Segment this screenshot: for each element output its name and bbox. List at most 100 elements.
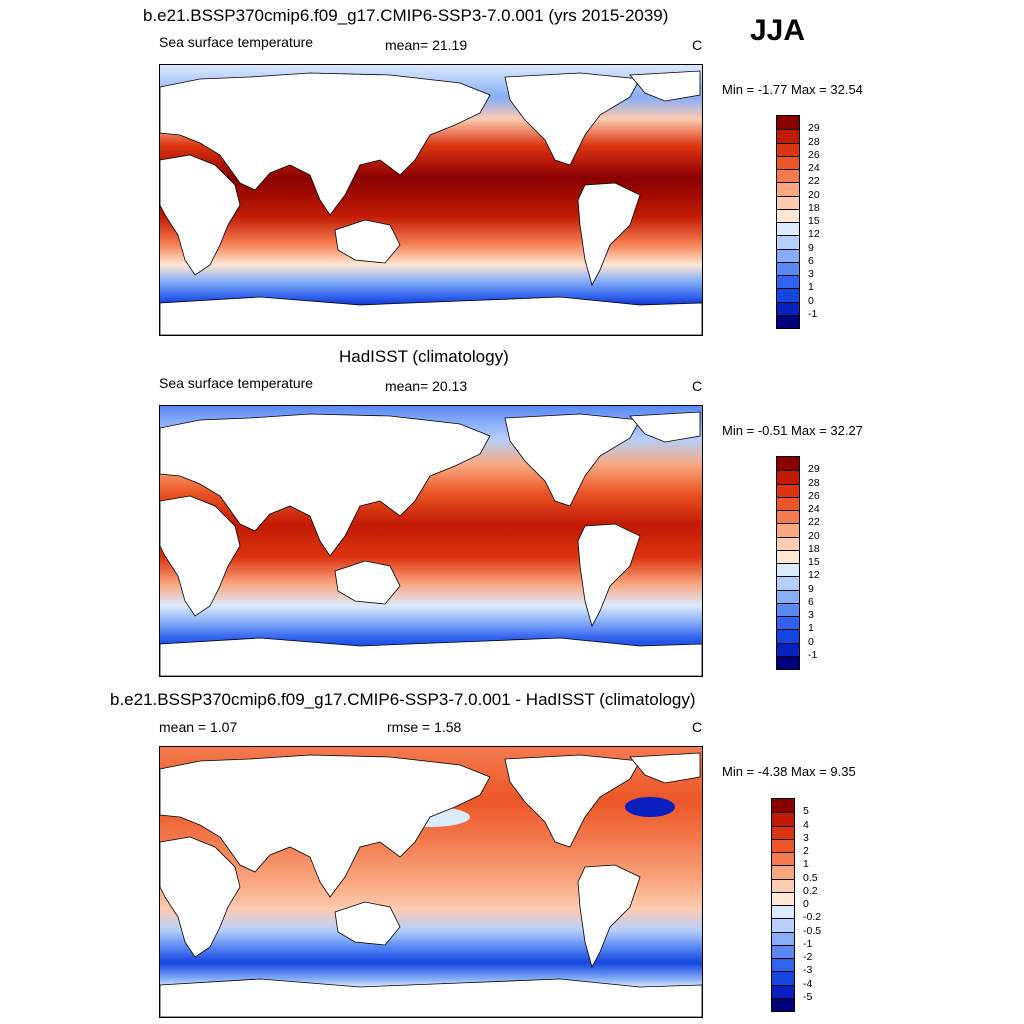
colorbar-tick: 6 bbox=[808, 595, 814, 608]
panel1-variable-label: Sea surface temperature bbox=[159, 34, 314, 50]
panel1-map-svg bbox=[160, 65, 702, 335]
colorbar-tick: -1 bbox=[808, 648, 818, 661]
africa-landmass bbox=[160, 154, 241, 276]
colorbar-tick: 4 bbox=[803, 818, 809, 831]
panel3-unit-label: C bbox=[692, 719, 703, 735]
colorbar-tick: -5 bbox=[803, 990, 813, 1003]
gulf-stream-cool-anomaly bbox=[625, 797, 675, 817]
colorbar-box bbox=[777, 563, 799, 577]
colorbar-box bbox=[772, 931, 794, 945]
colorbar-tick: 22 bbox=[808, 175, 820, 188]
colorbar-tick: -3 bbox=[803, 964, 813, 977]
panel2-mean-label: mean= 20.13 bbox=[385, 378, 468, 394]
season-label: JJA bbox=[750, 14, 806, 47]
colorbar-box bbox=[777, 261, 799, 275]
colorbar-tick: 18 bbox=[808, 201, 820, 214]
colorbar-box bbox=[777, 589, 799, 603]
australia-landmass bbox=[334, 560, 401, 605]
colorbar-tick: 29 bbox=[808, 122, 820, 135]
colorbar-box bbox=[777, 629, 799, 643]
north-america-landmass bbox=[504, 413, 641, 507]
colorbar-box bbox=[777, 301, 799, 315]
colorbar-box bbox=[772, 865, 794, 879]
panel3-title: b.e21.BSSP370cmip6.f09_g17.CMIP6-SSP3-7.… bbox=[110, 690, 696, 709]
panel3-map bbox=[159, 746, 703, 1018]
colorbar-box bbox=[777, 142, 799, 156]
panel2-variable-label: Sea surface temperature bbox=[159, 375, 314, 391]
colorbar-box bbox=[777, 496, 799, 510]
colorbar-box bbox=[777, 235, 799, 249]
africa-landmass bbox=[160, 495, 241, 617]
australia-landmass bbox=[334, 219, 401, 264]
panel2-unit-label: C bbox=[692, 378, 703, 394]
panel1-mean-label: mean= 21.19 bbox=[385, 37, 468, 53]
colorbar-tick: 0.2 bbox=[803, 884, 818, 897]
colorbar-box bbox=[772, 918, 794, 932]
colorbar-tick: 1 bbox=[808, 281, 814, 294]
south-america-landmass bbox=[577, 182, 641, 287]
colorbar-box bbox=[772, 838, 794, 852]
colorbar-box bbox=[772, 852, 794, 866]
panel1-colorbar bbox=[776, 115, 800, 329]
colorbar-box bbox=[777, 483, 799, 497]
colorbar-tick: 1 bbox=[803, 858, 809, 871]
panel1-unit-label: C bbox=[692, 37, 703, 53]
colorbar-tick: 9 bbox=[808, 241, 814, 254]
colorbar-box bbox=[777, 510, 799, 524]
colorbar-box bbox=[772, 958, 794, 972]
antarctica-landmass bbox=[160, 637, 702, 676]
panel2-map-svg bbox=[160, 406, 702, 676]
panel3-minmax: Min = -4.38 Max = 9.35 bbox=[722, 764, 856, 779]
colorbar-tick: -0.5 bbox=[803, 924, 822, 937]
colorbar-tick: 3 bbox=[808, 609, 814, 621]
colorbar-tick: 3 bbox=[803, 831, 809, 844]
colorbar-box bbox=[777, 129, 799, 143]
colorbar-box bbox=[772, 891, 794, 905]
colorbar-box bbox=[772, 825, 794, 839]
panel2-minmax: Min = -0.51 Max = 32.27 bbox=[722, 423, 863, 438]
colorbar-box bbox=[772, 905, 794, 919]
panel2-colorbar bbox=[776, 456, 800, 670]
north-america-landmass bbox=[504, 754, 641, 848]
colorbar-tick: 22 bbox=[808, 516, 820, 529]
africa-landmass bbox=[160, 836, 241, 958]
colorbar-box bbox=[777, 195, 799, 209]
eurasia-landmass bbox=[160, 72, 491, 216]
panel1-title: b.e21.BSSP370cmip6.f09_g17.CMIP6-SSP3-7.… bbox=[143, 6, 669, 25]
colorbar-tick: 9 bbox=[808, 582, 814, 595]
colorbar-tick: 28 bbox=[808, 476, 820, 489]
colorbar-box bbox=[777, 470, 799, 484]
colorbar-tick: 12 bbox=[808, 228, 820, 241]
colorbar-box bbox=[777, 288, 799, 302]
panel3-rmse-label: rmse = 1.58 bbox=[387, 719, 462, 735]
colorbar-tick: 15 bbox=[808, 556, 820, 568]
australia-landmass bbox=[334, 901, 401, 946]
colorbar-tick: -2 bbox=[803, 951, 813, 963]
panel3-colorbar bbox=[771, 798, 795, 1012]
colorbar-tick: 2 bbox=[803, 845, 809, 857]
colorbar-tick: -1 bbox=[808, 307, 818, 320]
panel1-minmax: Min = -1.77 Max = 32.54 bbox=[722, 82, 863, 97]
colorbar-tick: 3 bbox=[808, 268, 814, 280]
colorbar-tick: 29 bbox=[808, 463, 820, 476]
colorbar-box bbox=[777, 549, 799, 563]
eurasia-landmass bbox=[160, 754, 491, 898]
north-america-landmass bbox=[504, 72, 641, 166]
colorbar-box bbox=[772, 971, 794, 985]
colorbar-tick: 20 bbox=[808, 188, 820, 201]
colorbar-box bbox=[777, 576, 799, 590]
colorbar-tick: 5 bbox=[803, 805, 809, 818]
colorbar-tick: 0 bbox=[808, 294, 814, 307]
colorbar-tick: -1 bbox=[803, 937, 813, 950]
south-america-landmass bbox=[577, 864, 641, 969]
colorbar-tick: 6 bbox=[808, 254, 814, 267]
colorbar-box bbox=[772, 984, 794, 998]
colorbar-box bbox=[777, 655, 799, 669]
colorbar-tick: 24 bbox=[808, 162, 820, 174]
colorbar-box bbox=[772, 812, 794, 826]
colorbar-tick: -0.2 bbox=[803, 911, 822, 924]
colorbar-box bbox=[777, 155, 799, 169]
colorbar-box bbox=[772, 944, 794, 958]
greenland-landmass bbox=[629, 70, 701, 102]
colorbar-box bbox=[777, 222, 799, 236]
